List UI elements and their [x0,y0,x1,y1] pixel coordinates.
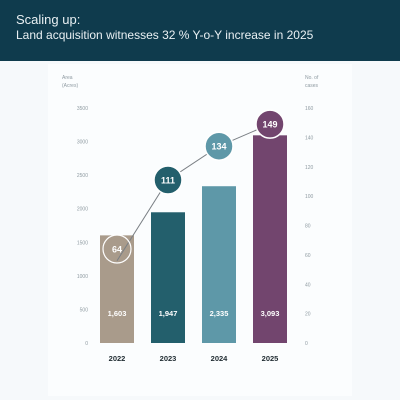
left-tick-label: 2000 [77,207,88,213]
cases-marker [153,165,183,195]
category-label: 2025 [262,354,279,363]
right-tick-label: 40 [305,282,311,288]
right-tick-label: 0 [305,341,308,347]
right-tick-label: 60 [305,253,311,259]
bar-value-label: 1,603 [108,309,127,318]
left-tick-label: 3500 [77,106,88,112]
cases-marker [102,234,132,264]
bar [202,186,236,343]
left-axis-title-line2: (Acres) [62,83,78,89]
left-tick-label: 500 [80,307,89,313]
left-tick-label: 3000 [77,140,88,146]
cases-marker [204,131,234,161]
right-tick-label: 80 [305,224,311,230]
bar-value-label: 3,093 [261,309,280,318]
cases-value-label: 149 [262,120,277,130]
right-axis-title-line1: No. of [305,75,319,81]
left-tick-label: 2500 [77,173,88,179]
left-tick-label: 1000 [77,274,88,280]
right-tick-label: 100 [305,194,314,200]
right-axis-title-line2: cases [305,83,319,89]
bar [151,212,185,343]
chart-subtitle: Land acquisition witnesses 32 % Y-o-Y in… [16,28,314,42]
right-tick-label: 20 [305,312,311,318]
category-label: 2022 [109,354,126,363]
category-label: 2023 [160,354,177,363]
bar [253,135,287,343]
bar-value-label: 1,947 [159,309,178,318]
right-tick-label: 140 [305,135,314,141]
right-tick-label: 120 [305,165,314,171]
chart-title: Scaling up: [16,12,81,27]
cases-value-label: 134 [211,142,226,152]
left-axis-title-line1: Area [62,75,73,81]
bar [100,235,134,343]
cases-line [116,123,271,262]
cases-value-label: 64 [112,245,122,255]
header-banner: Scaling up: Land acquisition witnesses 3… [0,0,400,61]
bar-value-label: 2,335 [210,309,229,318]
cases-value-label: 111 [161,175,175,185]
category-label: 2024 [211,354,229,363]
left-tick-label: 0 [85,341,88,347]
cases-marker [255,109,285,139]
left-tick-label: 1500 [77,240,88,246]
chart-card [48,64,352,396]
right-tick-label: 160 [305,106,314,112]
